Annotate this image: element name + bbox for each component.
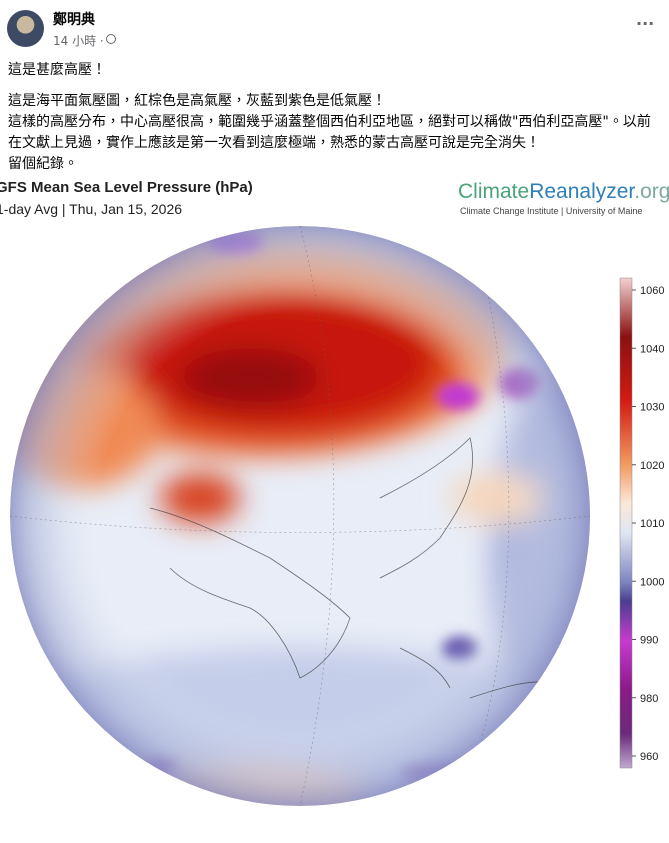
colorbar-tick-label: 1040 (640, 343, 664, 355)
post-line: 這是甚麼高壓！ (8, 62, 106, 78)
privacy-icon (106, 34, 116, 44)
logo-part: Reanalyzer (529, 180, 635, 203)
logo-part: Climate (458, 180, 529, 203)
avatar[interactable] (7, 10, 44, 47)
post-line: 這是海平面氣壓圖，紅棕色是高氣壓，灰藍到紫色是低氣壓！ (8, 93, 386, 109)
logo-subtitle: Climate Change Institute | University of… (460, 206, 642, 216)
post-line: 這樣的高壓分布，中心高壓很高，範圍幾乎涵蓋整個西伯利亞地區，絕對可以稱做"西伯利… (8, 114, 651, 151)
colorbar-tick-label: 960 (640, 751, 658, 763)
post-time[interactable]: 14 小時 · (53, 34, 104, 48)
globe (10, 226, 590, 806)
map-title: GFS Mean Sea Level Pressure (hPa) (0, 179, 253, 196)
map-subtitle: 1-day Avg | Thu, Jan 15, 2026 (0, 201, 182, 217)
post-line: 留個紀錄。 (8, 156, 78, 172)
colorbar (619, 277, 633, 769)
more-button[interactable]: ··· (636, 14, 655, 33)
colorbar-ticks: 1060 1040 1030 1020 1010 1000 990 980 960 (632, 285, 664, 763)
author-name[interactable]: 鄭明典 (53, 12, 95, 28)
colorbar-tick-label: 990 (640, 635, 658, 647)
post-text: 這是甚麼高壓！ 這是海平面氣壓圖，紅棕色是高氣壓，灰藍到紫色是低氣壓！ 這樣的高… (8, 60, 658, 175)
pressure-map[interactable]: GFS Mean Sea Level Pressure (hPa) 1-day … (0, 178, 669, 833)
colorbar-tick-label: 1020 (640, 460, 664, 472)
colorbar-tick-label: 1030 (640, 402, 664, 414)
colorbar-tick-label: 1060 (640, 285, 664, 297)
logo-part: .org (634, 180, 669, 203)
colorbar-tick-label: 1000 (640, 576, 664, 588)
colorbar-tick-label: 980 (640, 693, 658, 705)
colorbar-tick-label: 1010 (640, 518, 664, 530)
logo: ClimateReanalyzer.org (458, 180, 669, 203)
